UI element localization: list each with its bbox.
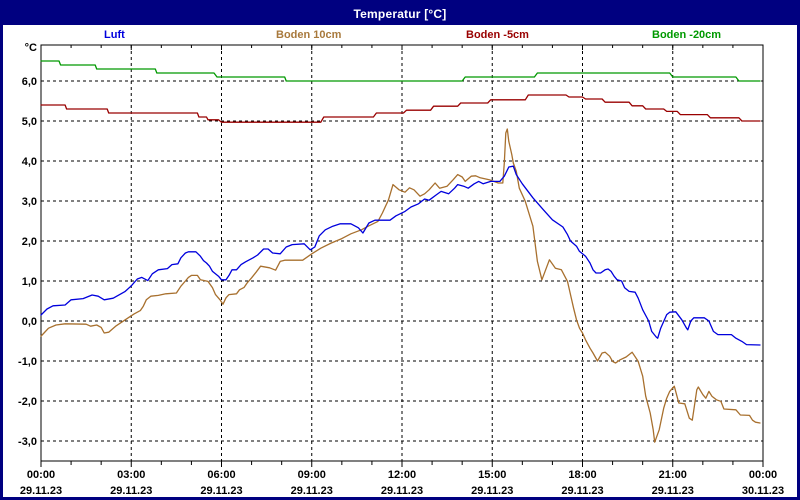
svg-text:30.11.23: 30.11.23 (742, 485, 784, 497)
svg-text:00:00: 00:00 (27, 469, 55, 481)
legend-item-boden-minus20cm: Boden -20cm (652, 29, 722, 41)
svg-text:00:00: 00:00 (749, 469, 777, 481)
chart-title: Temperatur [°C] (3, 3, 797, 25)
svg-text:29.11.23: 29.11.23 (200, 485, 242, 497)
svg-text:18:00: 18:00 (568, 469, 596, 481)
svg-text:-2,0: -2,0 (18, 396, 37, 408)
svg-text:06:00: 06:00 (207, 469, 235, 481)
svg-text:1,0: 1,0 (22, 276, 37, 288)
svg-text:29.11.23: 29.11.23 (110, 485, 152, 497)
series-boden-20cm (40, 60, 761, 82)
legend-item-boden-minus5cm: Boden -5cm (466, 29, 529, 41)
svg-text:29.11.23: 29.11.23 (471, 485, 513, 497)
svg-text:29.11.23: 29.11.23 (381, 485, 423, 497)
svg-text:0,0: 0,0 (22, 316, 37, 328)
legend-item-luft: Luft (104, 29, 125, 41)
svg-text:-3,0: -3,0 (18, 436, 37, 448)
svg-text:5,0: 5,0 (22, 116, 37, 128)
svg-text:21:00: 21:00 (659, 469, 687, 481)
svg-text:09:00: 09:00 (298, 469, 326, 481)
svg-text:29.11.23: 29.11.23 (291, 485, 333, 497)
chart-legend: Luft Boden 10cm Boden -5cm Boden -20cm (3, 27, 797, 43)
svg-text:3,0: 3,0 (22, 196, 37, 208)
temperature-line-chart: °C 6,0 5,0 4,0 3,0 2,0 1,0 0,0 -1,0 -2,0 -3,0 00:00… (18, 42, 784, 497)
svg-text:6,0: 6,0 (22, 76, 37, 88)
svg-text:-1,0: -1,0 (18, 356, 37, 368)
series-boden-10cm (40, 128, 761, 443)
svg-text:15:00: 15:00 (478, 469, 506, 481)
svg-text:03:00: 03:00 (117, 469, 145, 481)
series-boden-5cm (40, 94, 761, 123)
legend-item-boden-10cm: Boden 10cm (276, 29, 342, 41)
svg-text:°C: °C (25, 42, 37, 54)
svg-text:12:00: 12:00 (388, 469, 416, 481)
svg-text:29.11.23: 29.11.23 (561, 485, 603, 497)
svg-text:29.11.23: 29.11.23 (20, 485, 62, 497)
svg-text:2,0: 2,0 (22, 236, 37, 248)
series-luft (40, 165, 761, 346)
svg-text:4,0: 4,0 (22, 156, 37, 168)
svg-text:29.11.23: 29.11.23 (652, 485, 694, 497)
